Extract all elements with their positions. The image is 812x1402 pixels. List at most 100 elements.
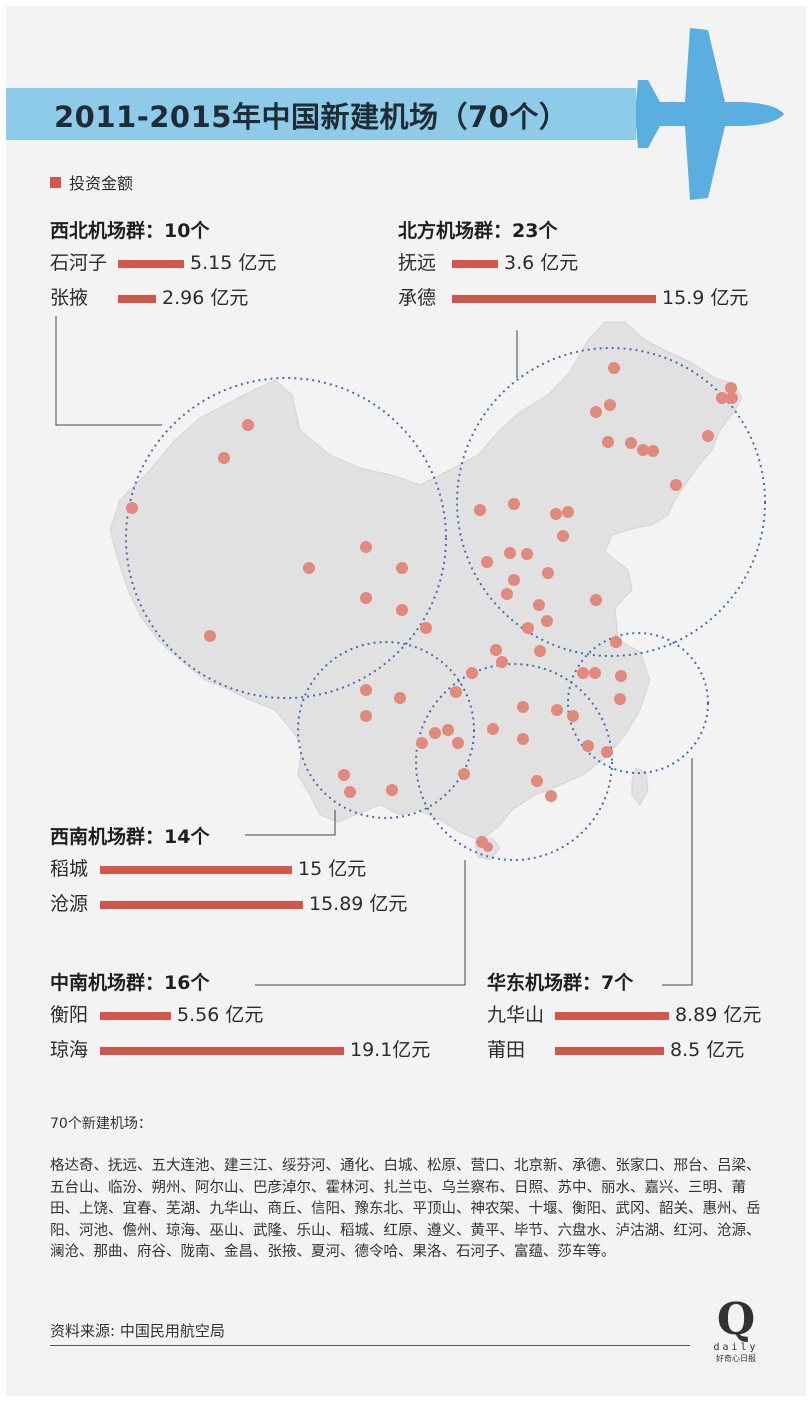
airport-dot bbox=[625, 437, 637, 449]
airport-list-heading: 70个新建机场： bbox=[50, 1116, 152, 1132]
airport-dot bbox=[522, 622, 534, 634]
bar bbox=[100, 1047, 344, 1055]
cluster-circle-central-south bbox=[415, 663, 613, 861]
bar-row: 石河子 5.15 亿元 bbox=[50, 246, 276, 281]
cluster-circle-southwest bbox=[297, 641, 475, 819]
airport-dot bbox=[204, 630, 216, 642]
value-label: 19.1亿元 bbox=[350, 1039, 431, 1061]
airport-dot bbox=[360, 541, 372, 553]
airport-dot bbox=[531, 775, 543, 787]
airport-dot bbox=[416, 737, 428, 749]
airport-dot bbox=[716, 392, 728, 404]
bar bbox=[118, 260, 184, 268]
airport-dot bbox=[604, 399, 616, 411]
airport-dot bbox=[702, 430, 714, 442]
airport-dot bbox=[466, 667, 478, 679]
airport-list: 格达奇、抚远、五大连池、建三江、绥芬河、通化、白城、松原、营口、北京新、承德、张… bbox=[50, 1158, 761, 1260]
airport-dot bbox=[521, 548, 533, 560]
bar-row: 抚远 3.6 亿元 bbox=[398, 246, 578, 281]
value-label: 15.9 亿元 bbox=[662, 287, 749, 309]
bar-row: 琼海 19.1亿元 bbox=[50, 1033, 430, 1068]
group-title: 西南机场群：14个 bbox=[50, 826, 210, 848]
airport-dot bbox=[602, 436, 614, 448]
value-label: 15 亿元 bbox=[298, 858, 367, 880]
cluster-circle-northwest bbox=[125, 377, 447, 699]
airport-dot bbox=[360, 710, 372, 722]
airport-dot bbox=[360, 592, 372, 604]
airport-dot bbox=[386, 784, 398, 796]
group-central-south: 中南机场群：16个 衡阳 5.56 亿元 琼海 19.1亿元 bbox=[50, 968, 430, 1068]
group-north: 北方机场群：23个 抚远 3.6 亿元 承德 15.9 亿元 bbox=[398, 216, 748, 316]
bar-row: 沧源 15.89 亿元 bbox=[50, 887, 407, 922]
airport-dot bbox=[420, 622, 432, 634]
value-label: 15.89 亿元 bbox=[309, 893, 408, 915]
airport-dot bbox=[344, 786, 356, 798]
bar-row: 承德 15.9 亿元 bbox=[398, 281, 748, 316]
airport-dot bbox=[590, 594, 602, 606]
bar bbox=[555, 1047, 664, 1055]
group-title: 华东机场群：7个 bbox=[487, 972, 634, 994]
bar bbox=[555, 1012, 669, 1020]
bar bbox=[100, 866, 292, 874]
airport-name: 石河子 bbox=[50, 252, 108, 274]
leader-line-central-south bbox=[255, 860, 466, 986]
legend-label: 投资金额 bbox=[69, 174, 134, 193]
bar-row: 衡阳 5.56 亿元 bbox=[50, 998, 263, 1033]
airport-dot bbox=[303, 562, 315, 574]
airport-dot bbox=[542, 567, 554, 579]
leader-line-southwest bbox=[245, 810, 336, 836]
airport-dot bbox=[504, 547, 516, 559]
bar-row: 张掖 2.96 亿元 bbox=[50, 281, 248, 316]
airport-dot bbox=[458, 768, 470, 780]
airport-dot bbox=[218, 452, 230, 464]
brand-wordmark: daily bbox=[713, 1342, 759, 1353]
airport-dot bbox=[541, 615, 553, 627]
airport-dot bbox=[533, 599, 545, 611]
bar-row: 九华山 8.89 亿元 bbox=[487, 998, 761, 1033]
value-label: 2.96 亿元 bbox=[162, 287, 249, 309]
group-east: 华东机场群：7个 九华山 8.89 亿元 莆田 8.5 亿元 bbox=[487, 968, 761, 1068]
airport-dot bbox=[396, 604, 408, 616]
bar bbox=[100, 901, 303, 909]
brand-subtitle: 好奇心日报 bbox=[716, 1354, 756, 1363]
airport-dot bbox=[242, 419, 254, 431]
airport-dot bbox=[647, 445, 659, 457]
airport-dot bbox=[589, 667, 601, 679]
bar bbox=[118, 295, 156, 303]
airport-dot bbox=[517, 701, 529, 713]
airport-name: 抚远 bbox=[398, 252, 437, 274]
leader-line-northwest bbox=[55, 316, 162, 426]
airport-dot bbox=[610, 636, 622, 648]
airport-name: 莆田 bbox=[487, 1039, 526, 1061]
airport-dot bbox=[601, 746, 613, 758]
value-label: 3.6 亿元 bbox=[504, 252, 579, 274]
value-label: 5.15 亿元 bbox=[190, 252, 277, 274]
source-note: 资料来源: 中国民用航空局 bbox=[50, 1322, 225, 1340]
airport-dot bbox=[577, 667, 589, 679]
bar bbox=[452, 295, 656, 303]
airport-dot bbox=[483, 842, 493, 852]
airport-name: 衡阳 bbox=[50, 1004, 89, 1026]
leader-line-east bbox=[662, 758, 693, 986]
cluster-circle-east bbox=[567, 632, 709, 774]
airport-dot bbox=[501, 588, 513, 600]
airport-dot bbox=[442, 724, 454, 736]
title-band bbox=[6, 88, 636, 140]
airport-name: 九华山 bbox=[487, 1004, 545, 1026]
airport-dot bbox=[338, 769, 350, 781]
group-northwest: 西北机场群：10个 石河子 5.15 亿元 张掖 2.96 亿元 bbox=[50, 216, 276, 316]
airport-dot bbox=[614, 693, 626, 705]
airport-dot bbox=[429, 727, 441, 739]
bar-row: 稻城 15 亿元 bbox=[50, 852, 366, 887]
airport-dot bbox=[615, 670, 627, 682]
brand-logo: Q daily 好奇心日报 bbox=[704, 1298, 768, 1364]
airport-name: 沧源 bbox=[50, 893, 89, 915]
legend-swatch bbox=[50, 177, 61, 188]
airport-dot bbox=[562, 506, 574, 518]
group-title: 北方机场群：23个 bbox=[398, 220, 558, 242]
airport-dot bbox=[508, 574, 520, 586]
airport-name: 琼海 bbox=[50, 1039, 89, 1061]
cluster-circle-north bbox=[456, 347, 766, 657]
value-label: 5.56 亿元 bbox=[177, 1004, 264, 1026]
